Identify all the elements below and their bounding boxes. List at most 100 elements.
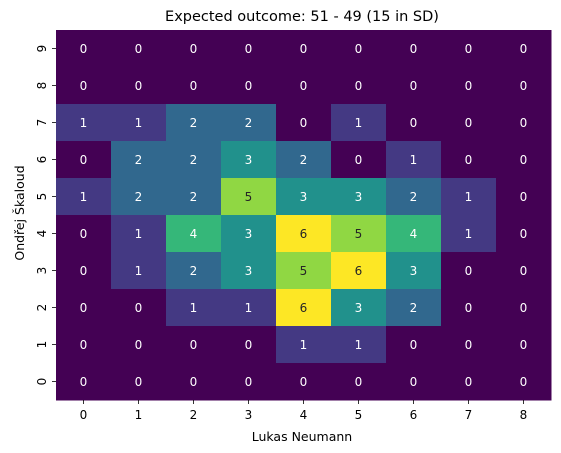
cell-value-label: 1: [465, 190, 473, 204]
cell-value-label: 0: [245, 375, 253, 389]
heatmap-cell: [386, 30, 442, 68]
x-axis-ticks: 0 1 2 3 4 5 6 7 8: [80, 400, 528, 422]
cell-value-label: 0: [80, 153, 88, 167]
heatmap-cell: [111, 363, 167, 401]
heatmap-cell: [221, 30, 277, 68]
cell-value-label: 5: [245, 190, 253, 204]
heatmap-cell: [56, 326, 112, 364]
heatmap-cell: [276, 252, 332, 290]
heatmap-cell: [111, 30, 167, 68]
heatmap-cell: [441, 30, 497, 68]
heatmap-cell: [166, 67, 222, 105]
heatmap-cell: [386, 326, 442, 364]
cell-value-label: 2: [135, 153, 143, 167]
heatmap-cell: [276, 104, 332, 142]
cell-value-label: 0: [135, 79, 143, 93]
heatmap-cell: [441, 289, 497, 327]
cell-value-label: 0: [135, 375, 143, 389]
cell-value-label: 0: [80, 338, 88, 352]
cell-value-label: 3: [245, 153, 253, 167]
heatmap-cell: [56, 178, 112, 216]
cell-value-label: 3: [355, 190, 363, 204]
x-tick-label: 5: [355, 408, 363, 422]
heatmap-cell: [166, 252, 222, 290]
y-tick-label: 6: [35, 156, 49, 164]
y-tick-label: 2: [35, 304, 49, 312]
y-axis-label: Ondřej Škaloud: [12, 165, 27, 260]
cell-value-label: 1: [245, 301, 253, 315]
cell-value-label: 0: [80, 79, 88, 93]
heatmap-cell: [276, 326, 332, 364]
y-tick-label: 4: [35, 230, 49, 238]
heatmap-cell: [441, 141, 497, 179]
chart-title: Expected outcome: 51 - 49 (15 in SD): [165, 9, 439, 25]
x-axis-label: Lukas Neumann: [252, 429, 352, 444]
heatmap-cell: [166, 30, 222, 68]
y-tick-label: 8: [35, 82, 49, 90]
cell-value-label: 0: [135, 338, 143, 352]
cell-value-label: 0: [520, 264, 528, 278]
heatmap-cell: [496, 178, 552, 216]
heatmap-cell: [386, 141, 442, 179]
cell-value-label: 0: [135, 301, 143, 315]
heatmap-cell: [276, 30, 332, 68]
heatmap-cell: [221, 215, 277, 253]
cell-value-label: 0: [355, 153, 363, 167]
cell-value-label: 1: [190, 301, 198, 315]
heatmap-cell: [56, 30, 112, 68]
heatmap-cell: [111, 326, 167, 364]
cell-value-label: 0: [80, 375, 88, 389]
heatmap-cell: [111, 252, 167, 290]
heatmap-cell: [221, 67, 277, 105]
cell-value-label: 0: [520, 42, 528, 56]
cell-value-label: 1: [410, 153, 418, 167]
y-tick-label: 9: [35, 45, 49, 53]
cell-value-label: 0: [300, 42, 308, 56]
heatmap-cell: [111, 215, 167, 253]
heatmap-cell: [111, 67, 167, 105]
cell-value-label: 0: [355, 79, 363, 93]
cell-value-label: 0: [190, 338, 198, 352]
heatmap-cell: [331, 67, 387, 105]
x-tick-label: 2: [190, 408, 198, 422]
heatmap-cell: [386, 104, 442, 142]
heatmap-cell: [496, 141, 552, 179]
heatmap-cell: [56, 67, 112, 105]
heatmap-cell: [496, 215, 552, 253]
cell-value-label: 0: [465, 264, 473, 278]
heatmap-cell: [166, 326, 222, 364]
cell-value-label: 0: [245, 338, 253, 352]
cell-value-label: 2: [135, 190, 143, 204]
heatmap-cell: [386, 289, 442, 327]
heatmap-cell: [331, 252, 387, 290]
heatmap-cell: [386, 215, 442, 253]
cell-value-label: 0: [465, 42, 473, 56]
cell-value-label: 3: [300, 190, 308, 204]
cell-value-label: 0: [520, 338, 528, 352]
x-tick-label: 1: [135, 408, 143, 422]
heatmap-cell: [496, 67, 552, 105]
cell-value-label: 0: [410, 79, 418, 93]
cell-value-label: 0: [520, 79, 528, 93]
heatmap-cell: [56, 104, 112, 142]
cell-value-label: 0: [410, 338, 418, 352]
x-tick-label: 8: [520, 408, 528, 422]
cell-value-label: 0: [465, 116, 473, 130]
heatmap-cell: [276, 178, 332, 216]
cell-value-label: 5: [355, 227, 363, 241]
cell-value-label: 0: [410, 375, 418, 389]
heatmap-cell: [111, 141, 167, 179]
cell-value-label: 2: [245, 116, 253, 130]
heatmap-cell: [496, 289, 552, 327]
heatmap-cell: [496, 363, 552, 401]
heatmap-cell: [331, 104, 387, 142]
cell-value-label: 1: [465, 227, 473, 241]
heatmap-cell: [331, 178, 387, 216]
cell-value-label: 1: [135, 264, 143, 278]
heatmap-cell: [221, 252, 277, 290]
cell-value-label: 2: [410, 190, 418, 204]
heatmap-cell: [441, 104, 497, 142]
heatmap-cell: [221, 178, 277, 216]
cell-value-label: 0: [245, 79, 253, 93]
cell-value-label: 0: [300, 375, 308, 389]
